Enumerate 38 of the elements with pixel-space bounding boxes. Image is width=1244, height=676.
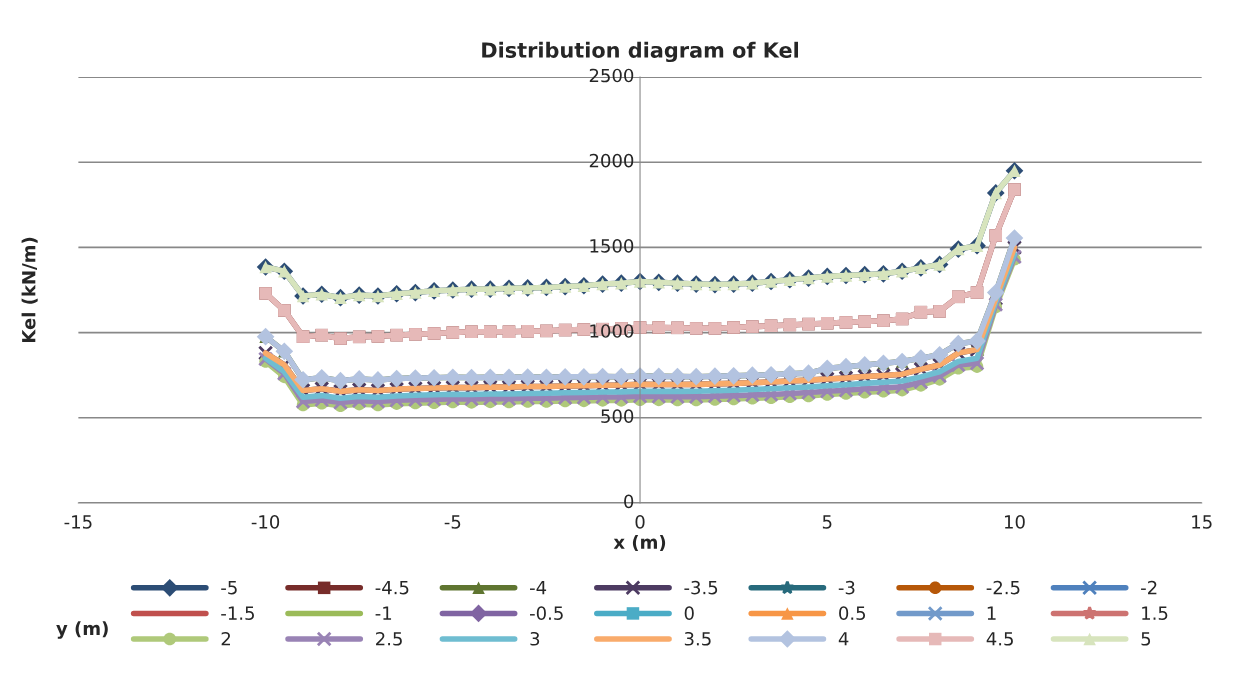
legend-label: -1.5 xyxy=(221,606,254,621)
y-tick-label: 1500 xyxy=(590,239,634,253)
y-tick-label: 0 xyxy=(624,494,634,509)
y-axis-title: Kel (kN/m) xyxy=(21,237,38,343)
x-tick-label: -10 xyxy=(251,515,280,529)
x-tick-label: 0 xyxy=(635,515,645,529)
legend-label: -2 xyxy=(1141,580,1157,595)
y-tick-label: 2000 xyxy=(589,153,634,168)
y-tick-label: 500 xyxy=(601,409,634,424)
legend-label: 0 xyxy=(684,606,694,621)
legend-label: 4.5 xyxy=(986,632,1013,646)
chart-title: Distribution diagram of Kel xyxy=(482,41,799,63)
legend-label: 3.5 xyxy=(684,631,711,646)
legend-label: 1 xyxy=(987,606,996,620)
x-tick-label: 5 xyxy=(822,515,832,529)
legend-label: -5 xyxy=(221,580,237,595)
x-tick-label: 15 xyxy=(1192,515,1212,529)
x-tick-label: -5 xyxy=(444,515,461,529)
legend-label: -4 xyxy=(529,580,547,595)
y-tick-label: 2500 xyxy=(589,68,634,83)
x-axis-title: x (m) xyxy=(613,535,666,552)
legend-label: -2.5 xyxy=(986,580,1020,595)
legend-label: 4 xyxy=(838,632,849,646)
legend-label: 3 xyxy=(530,631,540,646)
x-tick-label: 10 xyxy=(1004,515,1025,529)
legend-label: -1 xyxy=(375,606,392,620)
legend-label: 0.5 xyxy=(839,606,866,621)
legend-label: -4.5 xyxy=(375,580,409,595)
legend-label: -3.5 xyxy=(684,580,718,595)
legend-label: 2.5 xyxy=(376,631,402,646)
x-tick-label: -15 xyxy=(64,515,92,529)
legend-label: -3 xyxy=(838,580,855,595)
y-tick-label: 1000 xyxy=(590,324,634,338)
legend-label: 2 xyxy=(221,631,230,646)
legend-title: y (m) xyxy=(56,621,108,639)
legend-label: 5 xyxy=(1141,632,1151,646)
legend-label: 1.5 xyxy=(1142,606,1168,621)
legend-label: -0.5 xyxy=(529,606,563,621)
